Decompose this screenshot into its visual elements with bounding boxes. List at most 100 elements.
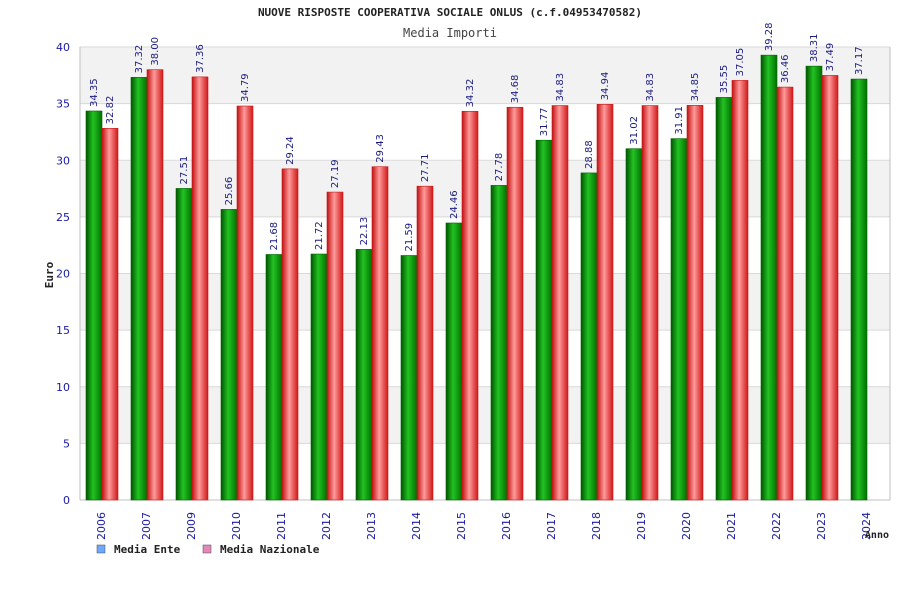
bar-media-nazionale [371, 166, 389, 501]
bar-media-nazionale [776, 86, 794, 501]
data-label: 22.13 [359, 217, 370, 246]
bar-media-ente [760, 54, 778, 501]
data-label: 21.68 [269, 222, 280, 251]
plot-band [80, 160, 890, 217]
y-tick-label: 15 [56, 324, 70, 337]
data-label: 34.83 [555, 73, 566, 102]
bar-media-ente [670, 138, 688, 501]
y-tick-label: 25 [56, 211, 70, 224]
value-labels: 34.35 32.82 37.32 38.00 27.51 37.36 25.66 34.79… [89, 23, 865, 252]
bar-media-ente [580, 172, 598, 501]
data-label: 37.49 [825, 43, 836, 72]
x-tick-label: 2011 [275, 512, 288, 540]
bar-media-ente [310, 253, 328, 501]
x-tick-label: 2014 [410, 512, 423, 540]
bar-media-nazionale [461, 111, 479, 501]
x-tick-label: 2017 [545, 512, 558, 540]
bar-media-nazionale [101, 128, 119, 501]
plot-background [80, 47, 890, 500]
data-label: 34.83 [645, 73, 656, 102]
data-label: 29.43 [375, 134, 386, 163]
bars [85, 54, 868, 501]
data-label: 32.82 [105, 96, 116, 125]
chart-title: NUOVE RISPOSTE COOPERATIVA SOCIALE ONLUS… [258, 6, 642, 19]
data-label: 28.88 [584, 140, 595, 169]
data-label: 27.71 [420, 154, 431, 183]
bar-media-nazionale [326, 191, 344, 501]
x-tick-label: 2013 [365, 512, 378, 540]
x-tick-label: 2010 [230, 512, 243, 540]
data-label: 34.94 [600, 72, 611, 101]
data-label: 36.46 [780, 54, 791, 83]
data-label: 27.19 [330, 159, 341, 188]
y-axis-label: Euro [43, 261, 56, 288]
bar-media-ente [715, 97, 733, 501]
legend-swatch-media-ente [96, 544, 106, 554]
data-label: 39.28 [764, 23, 775, 52]
data-label: 34.35 [89, 78, 100, 107]
x-tick-label: 2022 [770, 512, 783, 540]
y-tick-label: 35 [56, 98, 70, 111]
x-tick-label: 2006 [95, 512, 108, 540]
bar-media-nazionale [191, 76, 209, 501]
data-label: 29.24 [285, 136, 296, 165]
data-label: 24.46 [449, 190, 460, 219]
bar-media-nazionale [731, 80, 749, 501]
x-axis-label: Anno [865, 530, 889, 541]
x-tick-label: 2007 [140, 512, 153, 540]
bar-media-ente [805, 65, 823, 501]
data-label: 31.02 [629, 116, 640, 145]
data-label: 38.31 [809, 33, 820, 62]
data-label: 25.66 [224, 177, 235, 206]
data-label: 37.32 [134, 45, 145, 74]
data-label: 38.00 [150, 37, 161, 66]
bar-media-nazionale [146, 69, 164, 501]
bar-media-nazionale [281, 168, 299, 501]
bar-media-ente [85, 110, 103, 501]
x-tick-label: 2020 [680, 512, 693, 540]
data-label: 34.85 [690, 73, 701, 102]
bar-media-ente [220, 209, 238, 501]
data-label: 37.05 [735, 48, 746, 77]
data-label: 21.59 [404, 223, 415, 252]
y-tick-label: 40 [56, 41, 70, 54]
x-tick-label: 2009 [185, 512, 198, 540]
plot-band [80, 103, 890, 161]
plot-band [80, 443, 890, 500]
x-axis-ticks: 2006 2007 2009 2010 2011 2012 2013 2014 2015 2016… [95, 512, 873, 540]
x-tick-label: 2015 [455, 512, 468, 540]
bar-media-nazionale [551, 105, 569, 501]
data-label: 34.32 [465, 79, 476, 108]
bar-media-ente [850, 78, 868, 501]
data-label: 21.72 [314, 221, 325, 250]
bar-media-ente [490, 185, 508, 501]
bar-media-ente [130, 77, 148, 501]
y-tick-label: 5 [63, 437, 70, 450]
chart-subtitle: Media Importi [403, 26, 497, 40]
gridlines [79, 46, 891, 501]
y-tick-label: 30 [56, 154, 70, 167]
bar-media-ente [400, 255, 418, 501]
bar-media-nazionale [506, 106, 524, 501]
data-label: 27.78 [494, 153, 505, 182]
x-tick-label: 2012 [320, 512, 333, 540]
data-label: 37.36 [195, 44, 206, 73]
data-label: 27.51 [179, 156, 190, 185]
x-tick-label: 2018 [590, 512, 603, 540]
bar-media-ente [535, 139, 553, 501]
x-tick-label: 2016 [500, 512, 513, 540]
y-tick-label: 20 [56, 268, 70, 281]
legend-label-media-ente: Media Ente [114, 543, 181, 556]
legend-swatch-media-nazionale [202, 544, 212, 554]
bar-media-ente [445, 222, 463, 501]
bar-media-nazionale [236, 105, 254, 501]
bar-media-nazionale [641, 105, 659, 501]
x-tick-label: 2021 [725, 512, 738, 540]
data-label: 35.55 [719, 65, 730, 94]
plot-band [80, 386, 890, 444]
data-label: 34.68 [510, 75, 521, 104]
y-axis-ticks: 0 5 10 15 20 25 30 35 40 [56, 41, 70, 507]
bar-media-ente [625, 148, 643, 501]
bar-media-nazionale [821, 75, 839, 501]
plot-band [80, 47, 890, 104]
